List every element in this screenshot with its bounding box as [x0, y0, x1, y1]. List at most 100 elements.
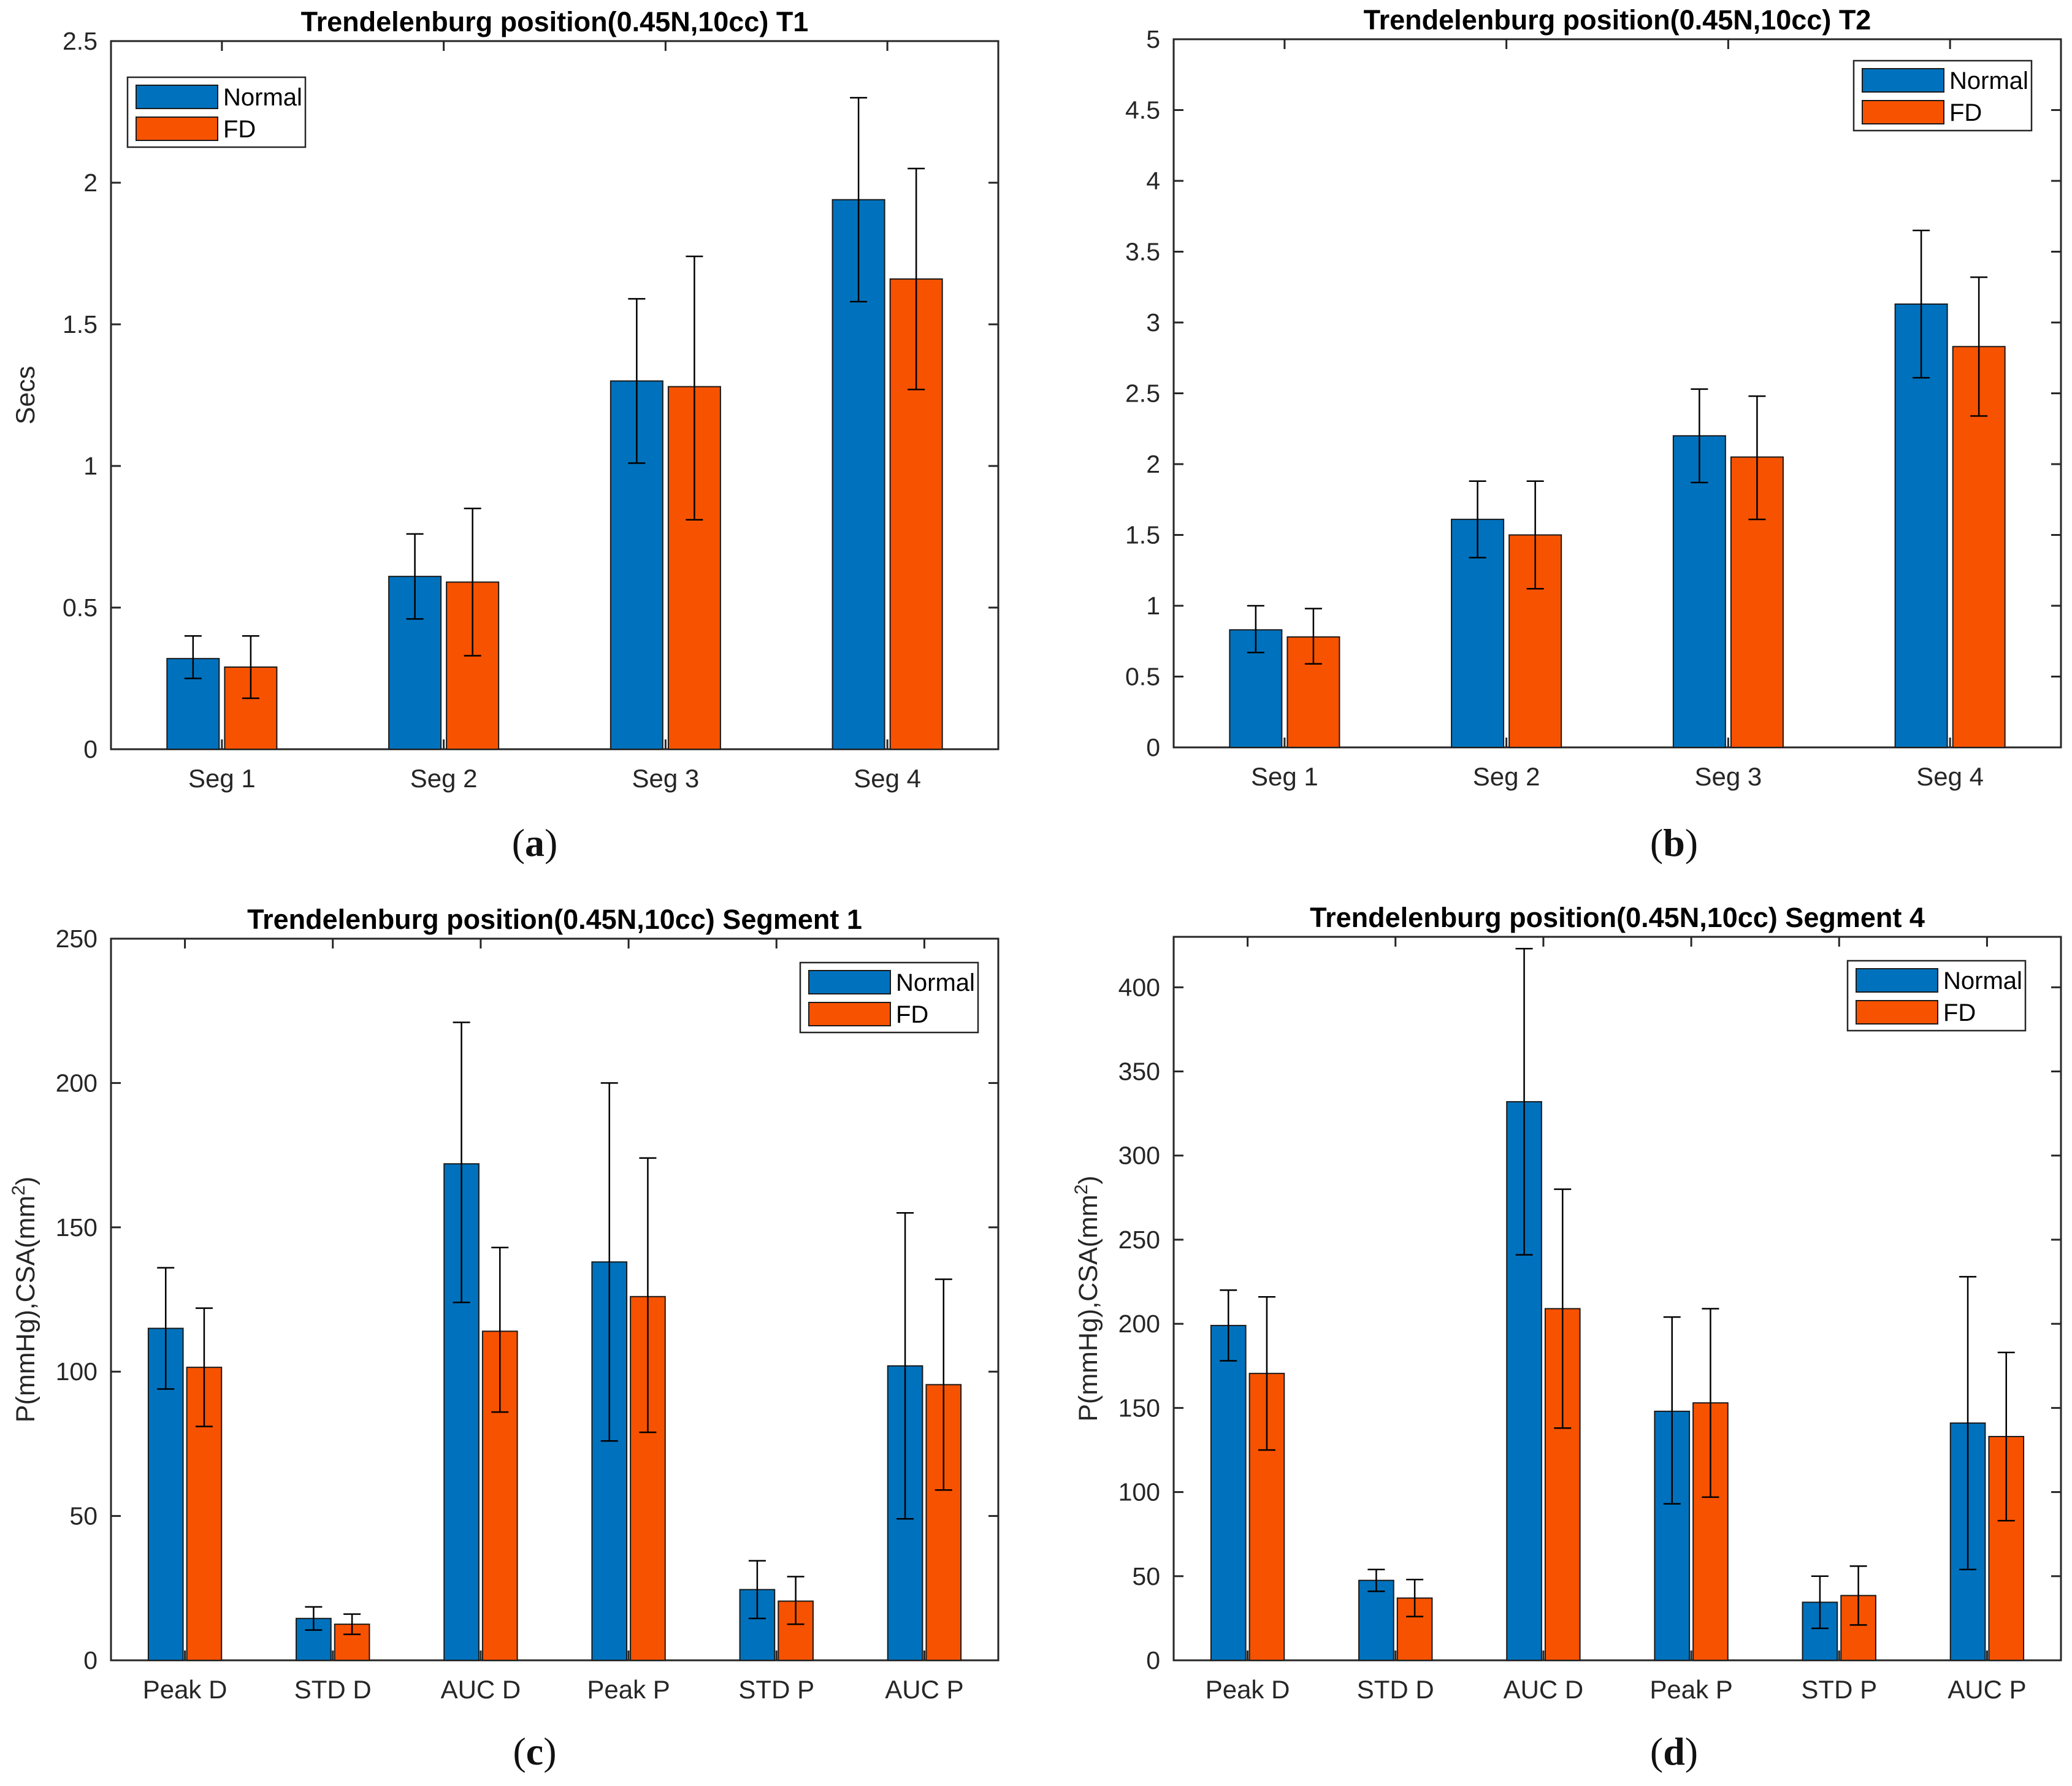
legend: Normal FD: [799, 961, 979, 1034]
x-tick-label: Peak P: [587, 1675, 670, 1704]
chart-title: Trendelenburg position(0.45N,10cc) T2: [1364, 4, 1871, 36]
y-tick-label: 1.5: [63, 310, 97, 338]
legend-label-normal: Normal: [223, 84, 302, 111]
bar-normal-auc-d: [1506, 1101, 1542, 1661]
x-tick-label: Seg 2: [1473, 762, 1540, 791]
y-tick-label: 4: [1146, 167, 1160, 195]
x-tick-label: AUC D: [1504, 1675, 1584, 1704]
y-tick-label: 150: [1118, 1394, 1160, 1422]
legend-swatch-fd: [808, 1002, 891, 1026]
y-tick-label: 0.5: [63, 593, 97, 622]
y-tick-label: 400: [1118, 973, 1160, 1001]
y-tick-label: 2.5: [1125, 380, 1160, 408]
legend-swatch-normal: [1856, 968, 1938, 993]
legend: Normal FD: [1846, 960, 2027, 1032]
chart-d: Trendelenburg position(0.45N,10cc) Segme…: [1071, 902, 2062, 1704]
y-axis-label: P(mmHg),CSA(mm2): [1071, 1175, 1104, 1421]
caption-letter-d: d: [1663, 1730, 1685, 1773]
y-tick-label: 0: [1146, 733, 1160, 761]
y-tick-label: 100: [56, 1357, 97, 1386]
y-tick-label: 3: [1146, 308, 1160, 337]
y-tick-label: 250: [56, 925, 97, 953]
caption-letter-a: a: [525, 821, 545, 864]
legend-label-fd: FD: [896, 1001, 928, 1028]
x-tick-label: Seg 1: [188, 764, 256, 793]
chart-title: Trendelenburg position(0.45N,10cc) T1: [301, 6, 809, 37]
y-tick-label: 100: [1118, 1478, 1160, 1506]
y-tick-label: 200: [56, 1069, 97, 1097]
y-tick-label: 0: [1146, 1646, 1160, 1674]
legend-swatch-fd: [1862, 100, 1944, 124]
legend-swatch-normal: [1862, 68, 1944, 93]
chart-c: Trendelenburg position(0.45N,10cc) Segme…: [9, 904, 1000, 1704]
y-tick-label: 1: [83, 452, 97, 480]
y-tick-label: 5: [1146, 25, 1160, 53]
bar-normal-peak-d: [1210, 1324, 1247, 1661]
caption-letter-c: c: [526, 1730, 544, 1773]
legend-label-fd: FD: [1943, 999, 1976, 1026]
y-tick-label: 0: [83, 735, 97, 763]
y-tick-label: 250: [1118, 1226, 1160, 1254]
legend-label-fd: FD: [1949, 99, 1982, 126]
y-tick-label: 2: [1146, 450, 1160, 478]
legend: Normal FD: [126, 76, 307, 148]
bar-fd-std-p: [1840, 1595, 1876, 1662]
y-tick-label: 4.5: [1125, 96, 1160, 124]
y-tick-label: 3.5: [1125, 238, 1160, 266]
plot-area-frame: [110, 937, 1000, 1662]
y-axis-label: Secs: [11, 366, 40, 425]
panel-caption-d: (d): [1650, 1730, 1699, 1773]
x-tick-label: STD P: [738, 1675, 814, 1704]
x-tick-label: STD P: [1801, 1675, 1877, 1704]
x-tick-label: Seg 2: [410, 764, 478, 793]
legend-swatch-fd: [136, 116, 218, 141]
legend: Normal FD: [1852, 59, 2033, 132]
chart-title: Trendelenburg position(0.45N,10cc) Segme…: [247, 904, 862, 935]
y-tick-label: 2: [83, 169, 97, 197]
x-tick-label: Seg 1: [1251, 762, 1318, 791]
legend-label-normal: Normal: [1949, 67, 2028, 94]
x-tick-label: AUC D: [441, 1675, 521, 1704]
bar-fd-auc-p: [1988, 1436, 2025, 1661]
panel-caption-c: (c): [513, 1730, 557, 1773]
plot-area-frame: [1172, 936, 2062, 1662]
x-tick-label: AUC P: [885, 1675, 963, 1704]
y-tick-label: 0.5: [1125, 663, 1160, 691]
x-tick-label: Seg 4: [1916, 762, 1984, 791]
y-tick-label: 50: [1132, 1562, 1160, 1590]
plot-area-frame: [110, 40, 1000, 750]
y-tick-label: 300: [1118, 1142, 1160, 1170]
chart-b: Trendelenburg position(0.45N,10cc) T2 0 0.…: [1125, 4, 2062, 791]
caption-letter-b: b: [1663, 821, 1685, 864]
x-tick-label: Peak D: [1206, 1675, 1290, 1704]
panel-caption-a: (a): [511, 821, 558, 864]
y-tick-label: 1: [1146, 592, 1160, 620]
y-tick-label: 1.5: [1125, 521, 1160, 549]
x-tick-label: STD D: [1357, 1675, 1434, 1704]
bar-normal-seg-3: [1672, 435, 1726, 748]
legend-swatch-normal: [808, 970, 891, 994]
x-tick-label: AUC P: [1948, 1675, 2026, 1704]
y-tick-label: 50: [69, 1502, 97, 1530]
x-tick-label: Peak P: [1650, 1675, 1732, 1704]
y-tick-label: 150: [56, 1213, 97, 1242]
bar-normal-std-d: [1358, 1579, 1394, 1661]
y-tick-label: 350: [1118, 1058, 1160, 1086]
legend-swatch-normal: [136, 85, 218, 109]
y-tick-label: 2.5: [63, 27, 97, 55]
panel-caption-b: (b): [1650, 821, 1699, 864]
x-tick-label: Peak D: [143, 1675, 227, 1704]
y-axis-label: P(mmHg),CSA(mm2): [9, 1177, 41, 1422]
x-tick-label: Seg 3: [632, 764, 699, 793]
chart-a: Trendelenburg position(0.45N,10cc) T1 0 0.…: [11, 6, 1000, 793]
x-tick-label: STD D: [294, 1675, 372, 1704]
x-tick-label: Seg 4: [854, 764, 921, 793]
legend-label-normal: Normal: [896, 969, 975, 996]
chart-title: Trendelenburg position(0.45N,10cc) Segme…: [1310, 902, 1925, 933]
legend-label-fd: FD: [223, 116, 256, 143]
y-tick-label: 0: [83, 1646, 97, 1674]
y-tick-label: 200: [1118, 1310, 1160, 1338]
legend-swatch-fd: [1856, 1000, 1938, 1025]
x-tick-label: Seg 3: [1694, 762, 1762, 791]
